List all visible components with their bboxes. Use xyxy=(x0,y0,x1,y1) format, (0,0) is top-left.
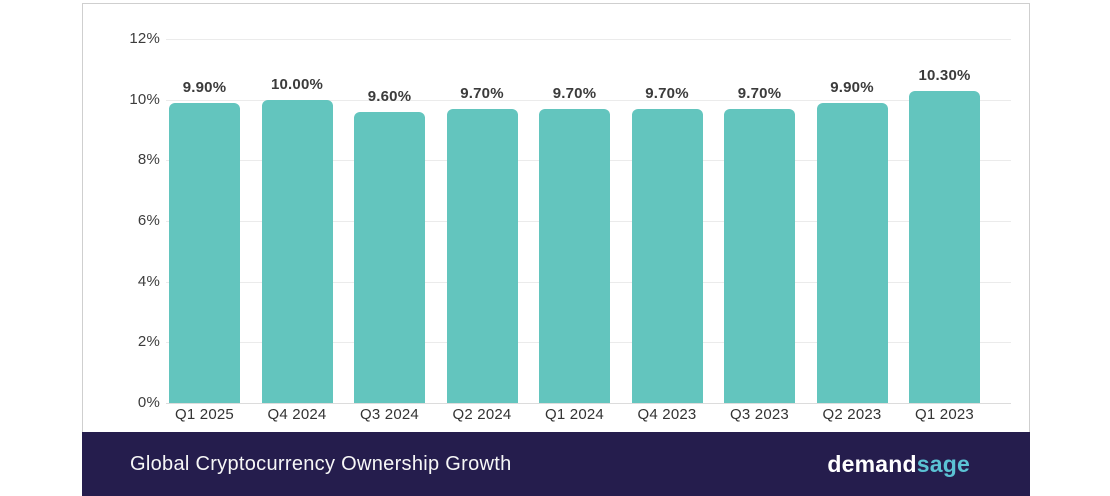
x-axis: Q1 2025 Q4 2024 Q3 2024 Q2 2024 Q1 2024 Q4 20… xyxy=(169,406,980,426)
gridline-0% xyxy=(166,403,1011,404)
bar-q1-2025: 9.90% xyxy=(169,79,240,403)
bar-q4-2023: 9.70% xyxy=(631,85,703,403)
x-tick-q3-2023: Q3 2023 xyxy=(730,406,789,423)
y-tick-10%: 10% xyxy=(129,91,160,108)
bar-q1-2024: 9.70% xyxy=(539,85,610,403)
chart-footer: Global Cryptocurrency Ownership Growth d… xyxy=(82,432,1030,496)
gridline-10% xyxy=(166,100,1011,101)
gridline-12% xyxy=(166,39,1011,40)
y-axis: 12% 10% 8% 6% 4% 2% 0% xyxy=(103,30,160,411)
demandsage-logo: demandsage xyxy=(827,451,970,478)
x-tick-q1-2023: Q1 2023 xyxy=(915,406,974,423)
bar-q2-2024: 9.70% xyxy=(446,85,518,403)
y-tick-4%: 4% xyxy=(137,273,160,290)
y-tick-6%: 6% xyxy=(137,212,160,229)
bar-value-label-q1-2025: 9.90% xyxy=(182,78,227,96)
y-tick-8%: 8% xyxy=(137,151,160,168)
x-tick-q2-2024: Q2 2024 xyxy=(452,406,512,423)
bar-q1-2023: 10.30% xyxy=(909,67,980,403)
x-tick-q3-2024: Q3 2024 xyxy=(360,406,419,423)
bar-value-label-q2-2023: 9.90% xyxy=(830,78,874,96)
bar-value-label-q4-2024: 10.00% xyxy=(270,75,324,93)
y-tick-0%: 0% xyxy=(137,394,160,411)
bar-value-label-q1-2024: 9.70% xyxy=(552,84,597,102)
bar-value-label-q1-2023: 10.30% xyxy=(918,66,971,84)
bar-value-label-q2-2024: 9.70% xyxy=(460,84,504,102)
x-tick-q1-2024: Q1 2024 xyxy=(545,406,604,423)
x-tick-q4-2023: Q4 2023 xyxy=(637,406,697,423)
x-tick-q1-2025: Q1 2025 xyxy=(175,406,234,423)
bar-series: 9.90% 10.00% 9.60% 9.70% 9.70% 9.70% 9.70% 9.90… xyxy=(169,39,980,403)
y-tick-12%: 12% xyxy=(129,30,160,47)
bar-value-label-q3-2023: 9.70% xyxy=(737,84,782,102)
logo-text-primary: demand xyxy=(827,450,917,477)
y-tick-2%: 2% xyxy=(137,333,160,350)
chart-title: Global Cryptocurrency Ownership Growth xyxy=(130,452,512,475)
bar-value-label-q4-2023: 9.70% xyxy=(645,84,689,102)
bar-q4-2024: 10.00% xyxy=(261,76,333,403)
x-tick-q2-2023: Q2 2023 xyxy=(822,406,882,423)
bar-value-label-q3-2024: 9.60% xyxy=(367,87,412,105)
bar-q3-2024: 9.60% xyxy=(354,88,425,403)
bar-q2-2023: 9.90% xyxy=(816,79,888,403)
bar-q3-2023: 9.70% xyxy=(724,85,795,403)
x-tick-q4-2024: Q4 2024 xyxy=(267,406,327,423)
logo-text-accent: sage xyxy=(916,450,970,477)
chart-card: 12% 10% 8% 6% 4% 2% 0% 9.90% 10.00% 9.60% 9.70% 9.… xyxy=(82,3,1030,432)
